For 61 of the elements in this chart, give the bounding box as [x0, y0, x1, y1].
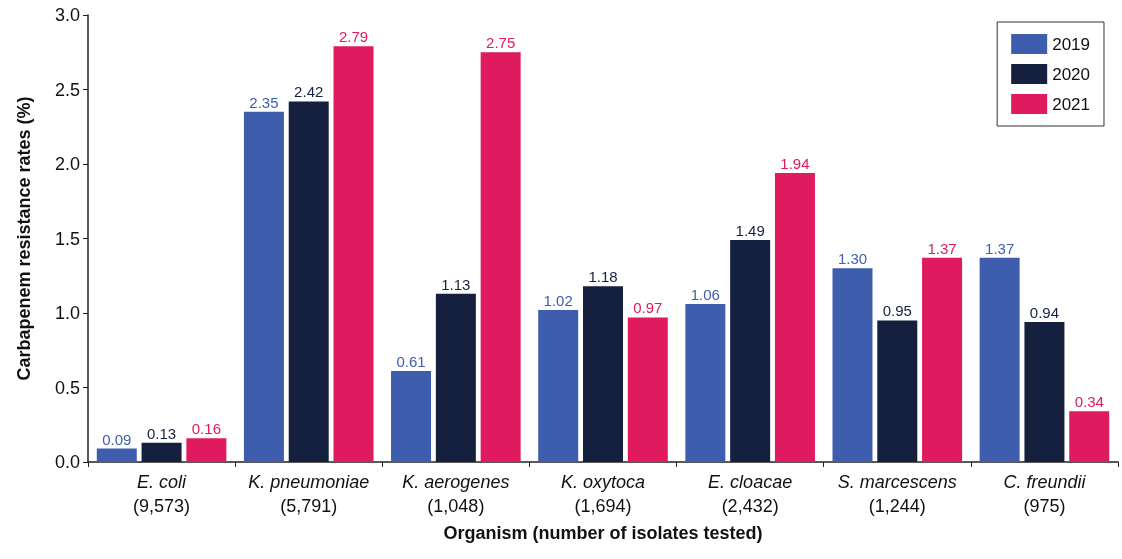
bar	[435, 293, 476, 462]
data-label: 1.30	[837, 250, 868, 268]
data-label: 1.49	[735, 221, 765, 239]
legend-label: 2019	[1052, 34, 1091, 54]
bar	[685, 304, 726, 462]
data-label: 2.35	[249, 93, 279, 111]
data-label: 1.37	[985, 239, 1015, 257]
y-tick-label: 0.0	[54, 452, 80, 472]
data-label: 1.94	[780, 154, 810, 172]
data-label: 0.97	[633, 299, 663, 317]
bar	[774, 172, 815, 462]
data-label: 0.34	[1074, 393, 1104, 411]
y-tick-label: 3.0	[54, 5, 80, 25]
x-tick-label: K. pneumoniae (5,791)	[248, 472, 370, 516]
x-axis-title: Organism (number of isolates tested)	[443, 523, 763, 543]
bar	[243, 111, 284, 462]
bar	[288, 101, 329, 462]
y-tick-label: 2.0	[54, 154, 80, 174]
x-tick-label: E. coli (9,573)	[133, 472, 191, 516]
legend-label: 2020	[1052, 64, 1091, 84]
data-label: 0.94	[1029, 303, 1060, 321]
bar	[1024, 321, 1065, 462]
bar	[979, 257, 1020, 462]
bar	[480, 52, 521, 462]
x-tick-label: E. cloacae (2,432)	[708, 472, 793, 516]
bar	[538, 310, 579, 462]
data-label: 1.13	[441, 275, 471, 293]
y-axis-title: Carbapenem resistance rates (%)	[14, 96, 34, 381]
data-label: 2.42	[294, 83, 324, 101]
data-label: 0.95	[882, 302, 912, 320]
bar	[730, 239, 771, 462]
bar	[96, 448, 137, 462]
data-label: 0.16	[191, 420, 221, 438]
bar	[391, 371, 432, 462]
data-label: 1.37	[927, 239, 957, 257]
x-tick-label: C. freundii (975)	[1003, 472, 1087, 516]
x-tick-label: K. aerogenes (1,048)	[402, 472, 510, 516]
bar	[583, 286, 623, 462]
data-label: 0.09	[102, 430, 132, 448]
data-label: 0.13	[146, 424, 177, 442]
data-label: 1.02	[543, 292, 573, 310]
legend-label: 2021	[1052, 94, 1091, 114]
y-tick-label: 1.5	[54, 228, 80, 249]
data-label: 2.75	[486, 34, 516, 52]
y-tick-label: 0.5	[54, 377, 80, 398]
x-tick-label: S. marcescens (1,244)	[837, 472, 957, 516]
bar	[1069, 411, 1110, 462]
data-label: 1.06	[690, 286, 720, 304]
data-label: 0.61	[396, 353, 426, 371]
bar	[333, 46, 374, 462]
data-label: 1.18	[588, 268, 618, 286]
bar	[832, 268, 873, 462]
data-label: 2.79	[338, 28, 369, 46]
bar	[922, 257, 963, 462]
bar	[877, 320, 918, 462]
y-tick-label: 1.0	[54, 303, 80, 323]
y-tick-label: 2.5	[54, 79, 80, 100]
bar	[627, 317, 668, 462]
bar	[186, 438, 227, 462]
x-tick-label: K. oxytoca (1,694)	[560, 472, 646, 516]
bar	[141, 442, 182, 462]
